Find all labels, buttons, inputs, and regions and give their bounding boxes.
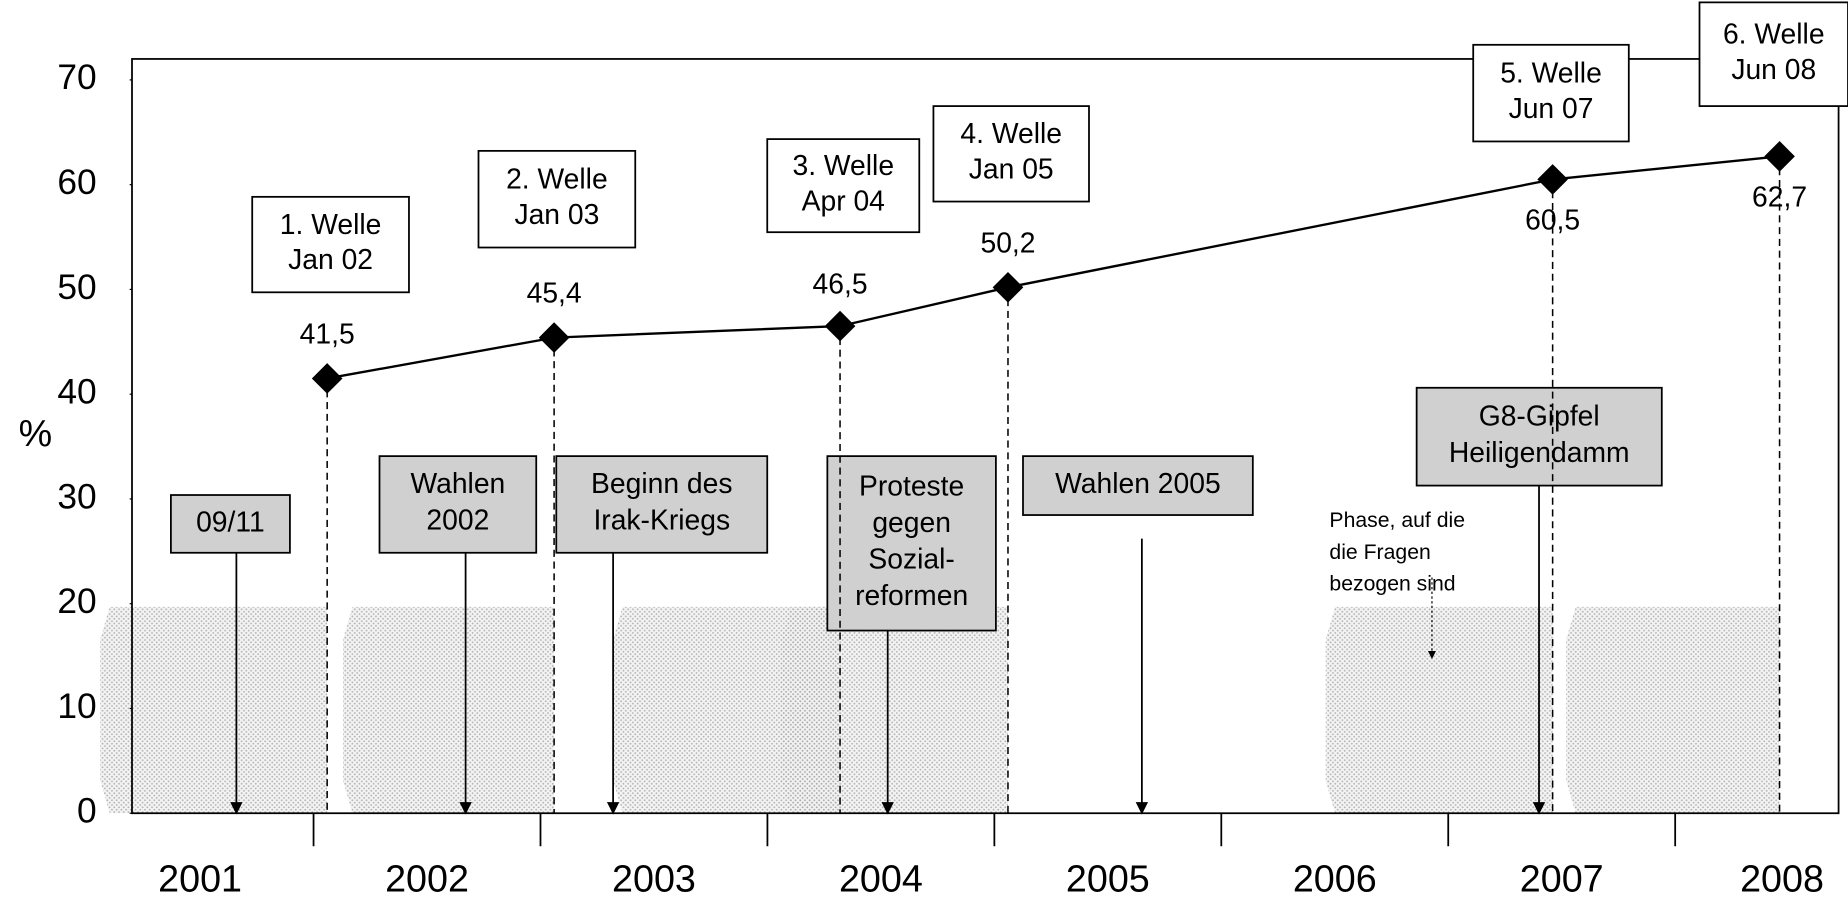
marker (824, 310, 856, 342)
wave-box (1472, 43, 1630, 143)
wave-box (1698, 1, 1848, 107)
phase-area (343, 606, 555, 814)
wave-box (932, 105, 1090, 203)
wave-label: 5. Welle Jun 07 (1500, 57, 1602, 124)
x-year-label: 2006 (1293, 858, 1377, 900)
y-tick-label: 30 (57, 477, 96, 516)
marker (538, 322, 570, 353)
x-year-label: 2007 (1520, 858, 1604, 900)
x-year-label: 2002 (385, 858, 469, 900)
marker (1764, 141, 1795, 172)
y-axis-label: % (19, 412, 53, 454)
wave-label: 6. Welle Jun 08 (1723, 18, 1825, 85)
event-box (1415, 386, 1663, 487)
wave-box (477, 149, 637, 249)
phase-area (100, 606, 328, 814)
event-label: Wahlen 2005 (1055, 467, 1221, 499)
y-tick-label: 20 (57, 582, 96, 621)
data-label: 46,5 (813, 267, 868, 299)
phase-note: Phase, auf die die Fragen bezogen sind (1329, 509, 1465, 596)
y-tick-label: 50 (57, 268, 96, 307)
x-year-label: 2008 (1740, 858, 1824, 900)
marker (992, 272, 1024, 303)
data-label: 41,5 (300, 318, 355, 350)
marker (311, 363, 343, 394)
event-label: Proteste gegen Sozial-reformen (855, 470, 968, 612)
phase-area (1566, 606, 1780, 814)
event-label: 09/11 (196, 505, 265, 537)
series-line (326, 155, 1780, 380)
wave-label: 3. Welle Apr 04 (792, 149, 894, 216)
data-label: 50,2 (980, 226, 1035, 258)
x-year-label: 2003 (612, 858, 696, 900)
marker (1537, 164, 1568, 195)
event-label: Wahlen 2002 (410, 468, 505, 537)
y-tick-label: 70 (57, 58, 96, 97)
event-box (378, 455, 538, 554)
x-year-label: 2005 (1066, 858, 1150, 900)
wave-label: 1. Welle Jan 02 (280, 208, 382, 275)
wave-box (251, 195, 410, 294)
event-box (170, 494, 291, 554)
y-tick-label: 10 (57, 687, 96, 726)
event-label: Beginn des Irak-Kriegs (591, 468, 732, 537)
phase-area (781, 606, 1008, 814)
wave-label: 4. Welle Jan 05 (960, 118, 1062, 185)
y-tick-label: 0 (77, 792, 97, 831)
x-year-label: 2004 (839, 858, 923, 900)
y-tick-label: 40 (57, 373, 96, 412)
data-label: 60,5 (1525, 203, 1580, 235)
event-box (555, 455, 769, 554)
event-label: G8-Gipfel Heiligendamm (1449, 400, 1630, 469)
wave-label: 2. Welle Jan 03 (506, 163, 608, 230)
event-box (1022, 455, 1254, 516)
event-box (826, 455, 997, 632)
plot-frame (131, 58, 1840, 815)
x-year-label: 2001 (158, 858, 242, 900)
wave-box (766, 138, 921, 234)
y-tick-label: 60 (57, 163, 96, 202)
data-label: 45,4 (527, 277, 582, 309)
phase-area (1325, 606, 1553, 814)
data-label: 62,7 (1752, 180, 1807, 212)
